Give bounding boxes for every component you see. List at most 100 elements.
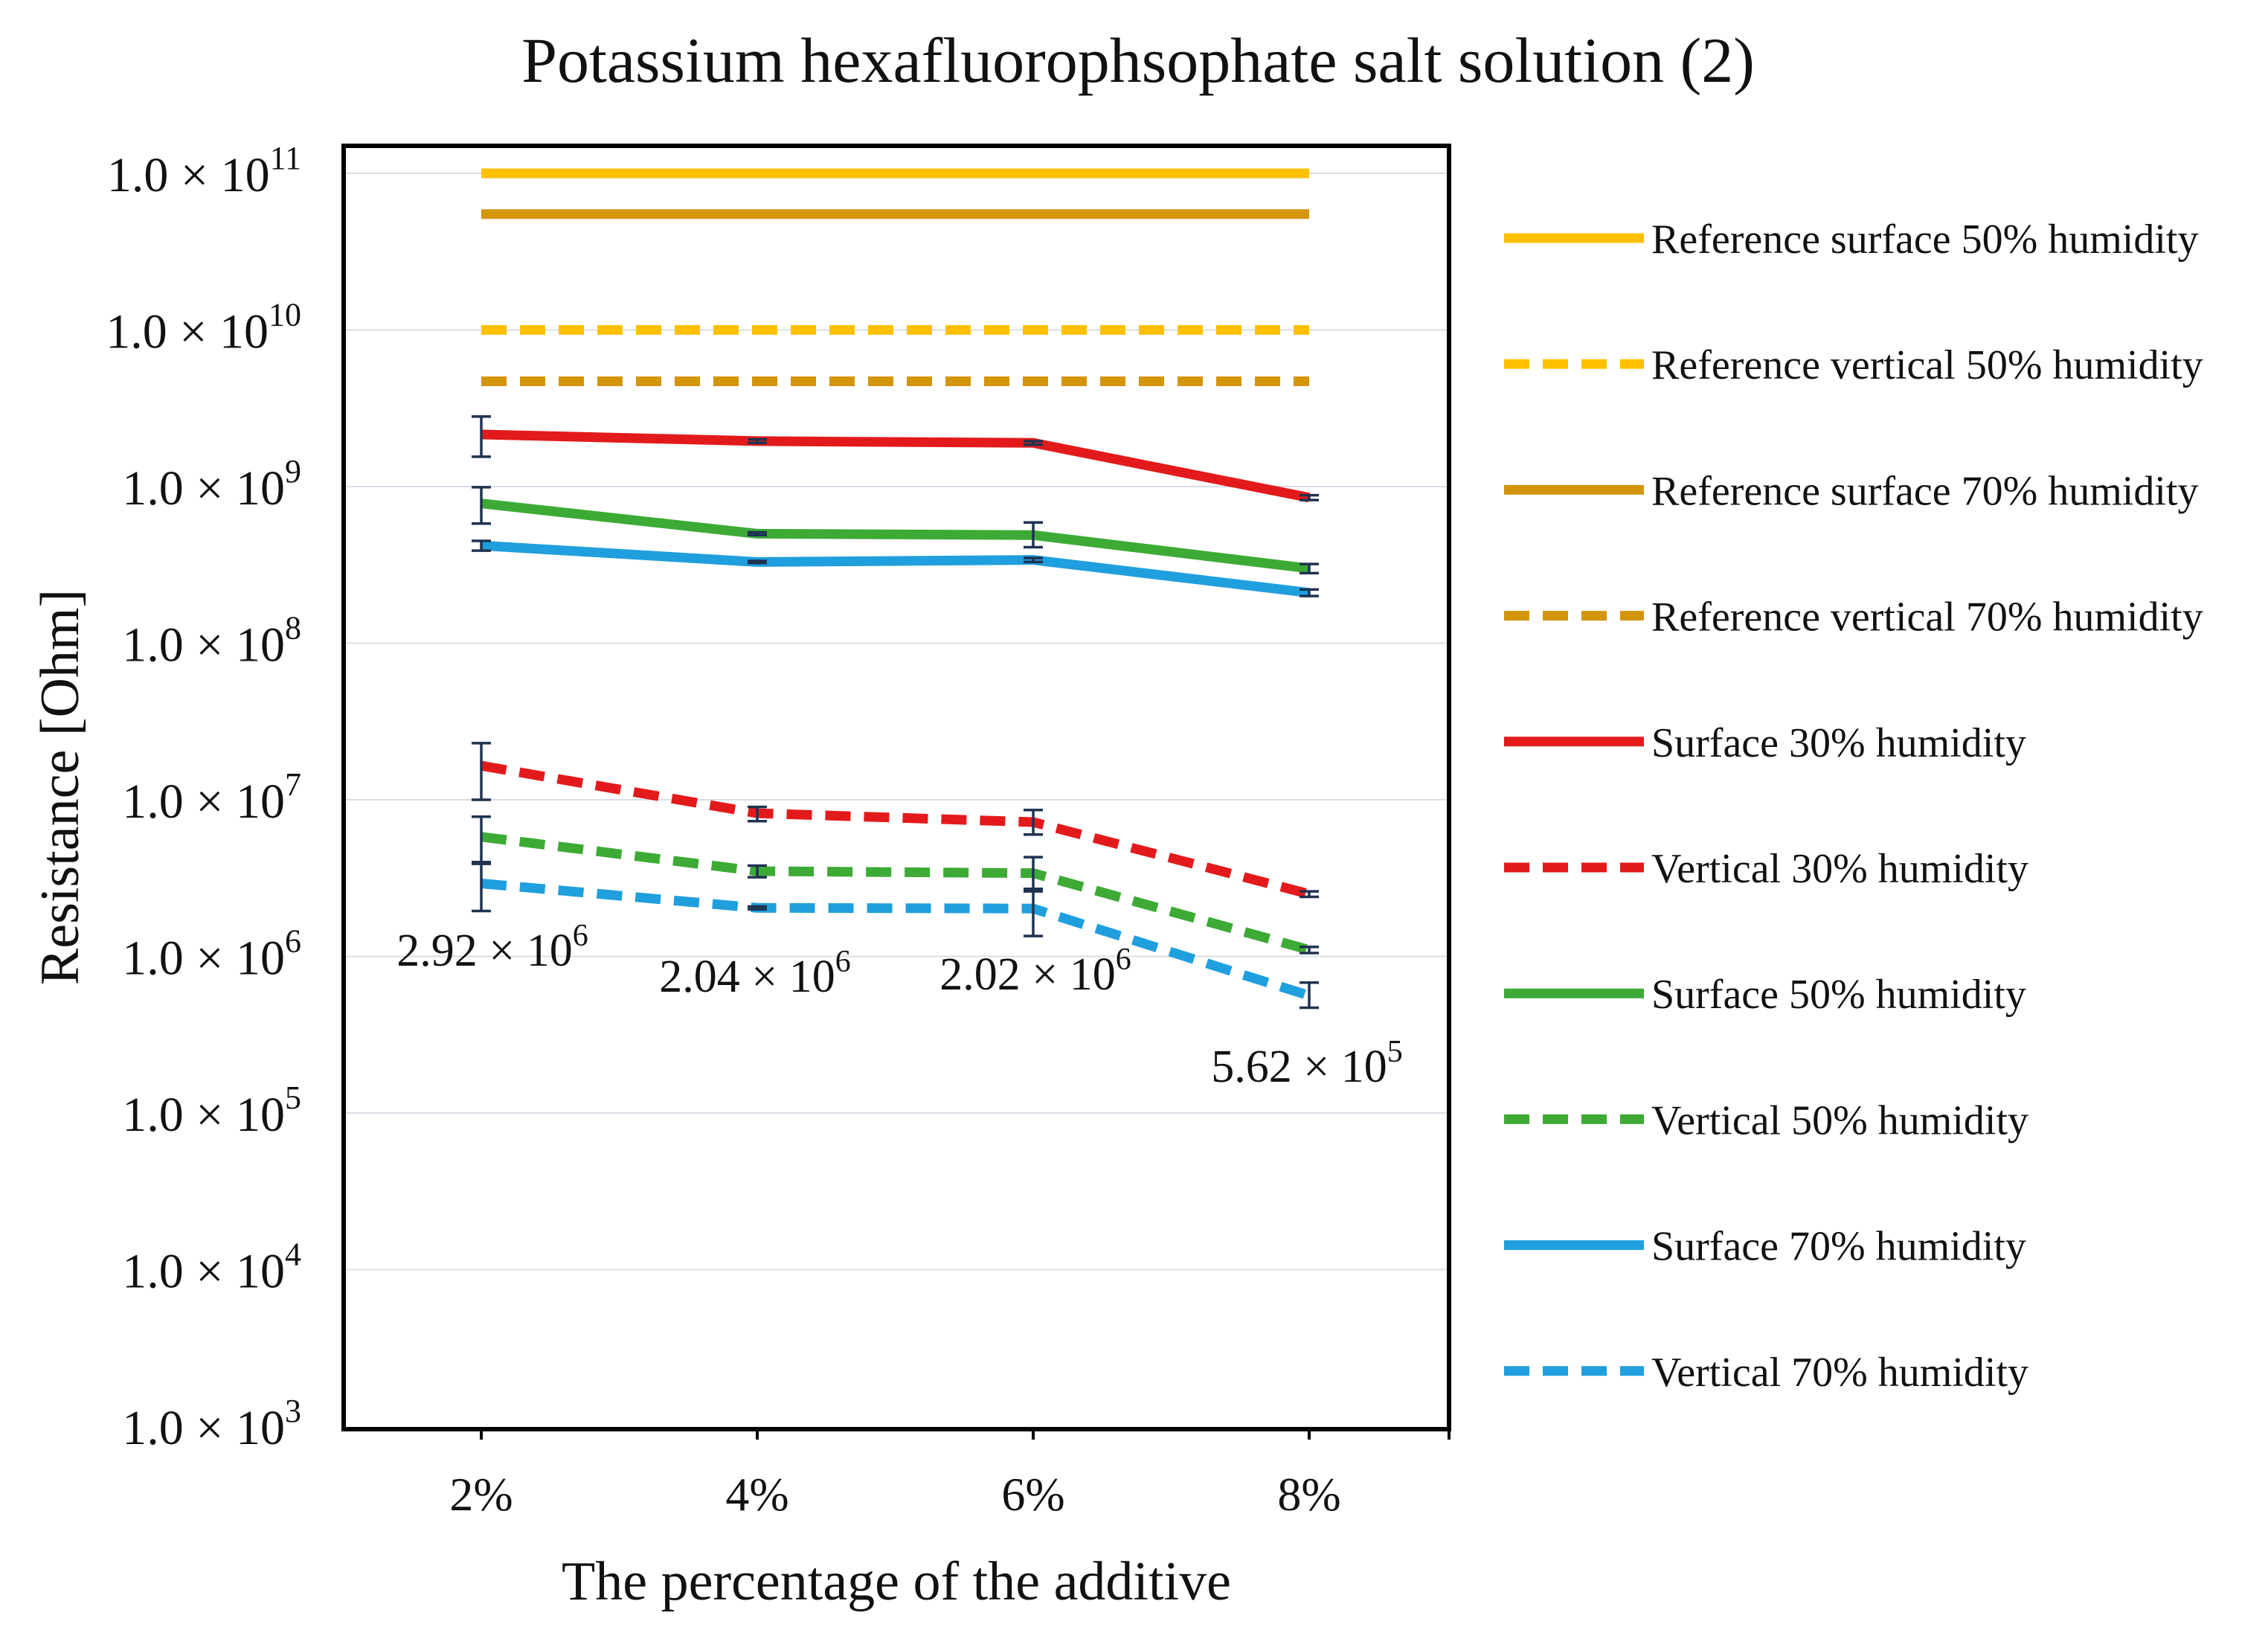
legend-item: Surface 30% humidity — [1504, 720, 2026, 766]
y-tick-label: 1.0 × 1011 — [107, 140, 301, 202]
legend-item: Vertical 50% humidity — [1504, 1097, 2028, 1143]
legend-item: Surface 50% humidity — [1504, 972, 2026, 1018]
y-tick-mantissa: 1.0 × 10 — [122, 774, 285, 829]
data-label-exponent: 6 — [1116, 943, 1131, 977]
error-bar — [1300, 562, 1319, 575]
error-bar — [472, 742, 491, 801]
legend-item: Reference surface 70% humidity — [1504, 468, 2198, 514]
data-point — [1032, 173, 1034, 174]
data-point — [481, 381, 482, 382]
y-tick-mantissa: 1.0 × 10 — [106, 305, 269, 359]
series-line — [481, 498, 1310, 574]
y-tick-label: 1.0 × 104 — [122, 1236, 301, 1299]
error-bar — [1024, 440, 1043, 446]
error-bar — [1300, 493, 1319, 501]
x-tick-label: 8% — [1277, 1468, 1340, 1521]
legend-item: Vertical 70% humidity — [1504, 1350, 2028, 1396]
legend-label: Vertical 70% humidity — [1651, 1350, 2028, 1396]
y-tick-exponent: 8 — [285, 610, 301, 647]
data-label-exponent: 5 — [1387, 1035, 1403, 1069]
y-tick-mantissa: 1.0 × 10 — [122, 1245, 285, 1299]
legend-item: Reference surface 50% humidity — [1504, 216, 2198, 263]
error-bar — [748, 559, 767, 565]
chart-title: Potassium hexafluorophsophate salt solut… — [521, 25, 1755, 96]
error-bar — [1300, 945, 1319, 955]
error-bar — [748, 805, 767, 823]
y-tick-mantissa: 1.0 × 10 — [122, 1088, 285, 1142]
data-label-exponent: 6 — [835, 945, 851, 979]
x-axis: 2% 4% 6% 8% — [449, 1429, 1451, 1521]
x-tick-label: 6% — [1001, 1468, 1064, 1521]
series-layer — [480, 168, 1311, 1001]
plot-frame — [341, 144, 1451, 1431]
y-tick-mantissa: 1.0 × 10 — [122, 1401, 285, 1455]
data-point — [1308, 381, 1310, 382]
error-bar — [1300, 890, 1319, 899]
error-bar — [1300, 588, 1319, 597]
legend-item: Reference vertical 70% humidity — [1504, 594, 2203, 641]
x-axis-title: The percentage of the additive — [562, 1551, 1231, 1612]
error-bar — [472, 815, 491, 864]
error-bar — [748, 437, 767, 445]
error-bar — [1024, 809, 1043, 836]
error-bar — [748, 864, 767, 879]
data-point — [1308, 173, 1310, 174]
y-tick-exponent: 5 — [285, 1080, 301, 1116]
error-bar — [472, 862, 491, 913]
data-label: 2.02 × 106 — [939, 943, 1131, 1000]
y-tick-exponent: 4 — [285, 1236, 301, 1273]
y-tick-mantissa: 1.0 × 10 — [107, 148, 270, 202]
error-bar — [472, 539, 491, 552]
series-line — [481, 879, 1311, 1001]
y-tick-exponent: 6 — [285, 923, 301, 960]
y-tick-mantissa: 1.0 × 10 — [122, 618, 285, 673]
data-point — [1032, 381, 1034, 382]
legend-item: Surface 70% humidity — [1504, 1224, 2026, 1270]
y-tick-exponent: 9 — [285, 453, 301, 490]
series-line — [480, 760, 1311, 899]
y-tick-exponent: 7 — [285, 766, 301, 803]
data-label: 2.92 × 106 — [396, 919, 588, 976]
error-bar — [1024, 556, 1043, 564]
y-tick-exponent: 10 — [269, 297, 301, 333]
legend-label: Vertical 30% humidity — [1651, 846, 2028, 892]
legend-label: Reference vertical 50% humidity — [1651, 342, 2203, 388]
y-tick-exponent: 11 — [270, 140, 301, 176]
legend-label: Surface 50% humidity — [1651, 972, 2026, 1018]
data-label: 5.62 × 105 — [1211, 1035, 1402, 1092]
error-bar — [472, 486, 491, 525]
grid-lines — [344, 173, 1449, 1271]
data-point — [481, 173, 482, 174]
data-label-mantissa: 2.92 × 10 — [396, 926, 572, 976]
error-bar — [1024, 521, 1043, 549]
legend-label: Surface 30% humidity — [1651, 720, 2026, 766]
error-bar — [1024, 856, 1043, 891]
y-tick-label: 1.0 × 108 — [122, 610, 301, 673]
error-bar — [748, 530, 767, 536]
data-label-mantissa: 2.02 × 10 — [939, 949, 1115, 1000]
legend-label: Reference vertical 70% humidity — [1651, 594, 2203, 641]
legend-item: Reference vertical 50% humidity — [1504, 342, 2203, 388]
errorbar-layer — [472, 415, 1319, 1010]
error-bar — [1300, 981, 1319, 1010]
y-tick-exponent: 3 — [285, 1393, 301, 1429]
data-label-mantissa: 5.62 × 10 — [1211, 1042, 1387, 1092]
y-tick-mantissa: 1.0 × 10 — [122, 461, 285, 516]
legend-label: Reference surface 50% humidity — [1651, 216, 2198, 263]
y-tick-label: 1.0 × 109 — [122, 453, 301, 516]
y-axis-title: Resistance [Ohm] — [30, 589, 91, 985]
y-tick-label: 1.0 × 107 — [122, 766, 301, 829]
legend-item: Vertical 30% humidity — [1504, 846, 2028, 892]
series-line — [481, 540, 1310, 598]
data-label: 2.04 × 106 — [659, 945, 850, 1002]
y-tick-label: 1.0 × 106 — [122, 923, 301, 986]
legend-label: Vertical 50% humidity — [1651, 1097, 2028, 1143]
error-bar — [748, 905, 767, 911]
data-point — [756, 173, 758, 174]
series-line — [481, 429, 1311, 503]
y-tick-label: 1.0 × 105 — [122, 1080, 301, 1142]
legend-label: Surface 70% humidity — [1651, 1224, 2026, 1270]
